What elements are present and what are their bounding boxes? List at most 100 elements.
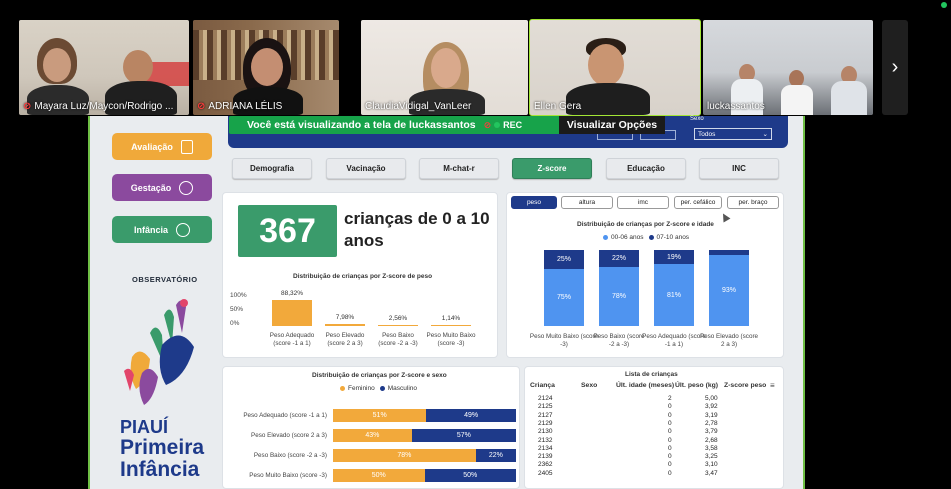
participant-tile[interactable]: luckassantos: [703, 20, 873, 115]
person-face: [841, 66, 857, 84]
bar-segment-feminino: 43%: [333, 429, 412, 442]
y-tick-label: Peso Elevado (score 2 a 3): [251, 432, 327, 439]
share-banner: Você está visualizando a tela de luckass…: [229, 116, 665, 134]
participant-tile[interactable]: ClaudiaVidigal_VanLeer: [361, 20, 528, 115]
chart-legend: Feminino Masculino: [340, 385, 417, 392]
tab-demografia[interactable]: Demografia: [232, 158, 312, 179]
participant-name: ⊘ ADRIANA LÉLIS: [197, 101, 283, 112]
bar-value-label: 88,32%: [280, 289, 304, 297]
participant-tile[interactable]: ⊘ Mayara Luz/Maycon/Rodrigo ...: [19, 20, 189, 115]
pill-imc[interactable]: imc: [617, 196, 669, 209]
legend-dot-icon: [379, 386, 385, 391]
table-header-cell: Últ. peso (kg): [675, 382, 719, 389]
participant-tile[interactable]: ⊘ ADRIANA LÉLIS: [193, 20, 339, 115]
table-cell: 2125: [538, 403, 553, 411]
table-header-cell: Últ. idade (meses): [616, 382, 675, 389]
bar-segment-feminino: 50%: [333, 469, 425, 482]
y-tick-label: 100%: [230, 292, 247, 299]
bar-value-label: 7,98%: [335, 313, 355, 321]
bar-segment-masculino: 22%: [475, 449, 516, 462]
baby-icon: [179, 180, 194, 195]
next-page-button[interactable]: ›: [882, 20, 908, 115]
pill-per--cef-lico[interactable]: per. cefálico: [674, 196, 722, 209]
bar-value-label: 1,14%: [441, 314, 461, 322]
table-cell: 2139: [538, 453, 553, 461]
mic-muted-icon: ⊘: [23, 101, 32, 112]
pill-peso[interactable]: peso: [511, 196, 557, 209]
person-body: [781, 85, 813, 115]
pill-altura[interactable]: altura: [561, 196, 613, 209]
table-cell: 3,25: [705, 453, 718, 461]
table-cell: 0: [668, 453, 672, 461]
nav-gestacao-button[interactable]: Gestação: [112, 174, 212, 201]
table-cell: 2132: [538, 436, 553, 444]
legend-dot-icon: [648, 235, 654, 240]
table-cell: 0: [668, 411, 672, 419]
table-cell: 0: [668, 428, 672, 436]
table-header-cell: Sexo: [581, 382, 598, 389]
sort-icon[interactable]: ≡: [770, 381, 775, 390]
bar: [325, 323, 365, 326]
connection-dot-icon: [941, 2, 947, 8]
table-cell: 2,78: [705, 419, 718, 427]
y-tick-label: 50%: [230, 306, 244, 313]
y-tick-label: Peso Adequado (score -1 a 1): [243, 412, 327, 419]
table-cell: 0: [668, 419, 672, 427]
sexo-filter-select[interactable]: Todos ⌄: [694, 128, 772, 140]
tab-inc[interactable]: INC: [699, 158, 779, 179]
participant-name: Ellen Gera: [534, 101, 582, 112]
x-tick-label: Peso Elevado (score 2 a 3): [325, 332, 365, 347]
person-body: [566, 83, 650, 115]
tab-educacao[interactable]: Educação: [606, 158, 686, 179]
recording-indicator: ⊘ REC: [483, 119, 523, 131]
legend-dot-icon: [603, 235, 608, 240]
table-cell: 3,47: [705, 469, 718, 477]
nav-infancia-button[interactable]: Infância: [112, 216, 212, 243]
brand-wordmark: PIAUÍ Primeira Infância: [120, 417, 205, 481]
chart-title: Distribuição de crianças por Z-score de …: [293, 273, 433, 280]
observatorio-label: OBSERVATÓRIO: [132, 275, 198, 284]
participant-name: ⊘ Mayara Luz/Maycon/Rodrigo ...: [23, 101, 174, 112]
hands-logo-icon: [124, 299, 194, 405]
x-tick-label: Peso Baixo (score -2 a -3): [593, 333, 645, 348]
table-cell: 0: [668, 461, 672, 469]
table-cell: 0: [668, 403, 672, 411]
children-list-card: [524, 366, 784, 489]
kpi-label: crianças de 0 a 10 anos: [344, 209, 490, 251]
tab-vacinacao[interactable]: Vacinação: [326, 158, 406, 179]
table-cell: 2124: [538, 395, 553, 402]
view-options-button[interactable]: Visualizar Opções: [559, 116, 665, 134]
tab-m-chat-r[interactable]: M-chat-r: [419, 158, 499, 179]
person-body: [27, 85, 89, 115]
table-cell: 2129: [538, 419, 553, 427]
person-face: [251, 48, 283, 86]
table-cell: 2,68: [705, 436, 718, 444]
stack-segment-00-06: 75%: [544, 269, 584, 326]
table-cell: 0: [668, 469, 672, 477]
participant-tile-active-speaker[interactable]: Ellen Gera: [529, 19, 701, 116]
kpi-value: 367: [238, 205, 337, 257]
tab-z-score[interactable]: Z-score: [512, 158, 592, 179]
chart-legend: 00-06 anos 07-10 anos: [603, 234, 689, 241]
y-tick-label: Peso Baixo (score -2 a -3): [253, 452, 327, 459]
bar-value-label: 2,56%: [388, 314, 408, 322]
chevron-down-icon: ⌄: [762, 131, 768, 138]
person-body: [731, 79, 763, 115]
x-tick-label: Peso Baixo (score -2 a -3): [378, 332, 418, 347]
nav-avaliacao-button[interactable]: Avaliação: [112, 133, 212, 160]
stack-segment-07-10: 25%: [544, 250, 584, 269]
person-body: [831, 81, 867, 115]
stack-segment-07-10: [709, 250, 749, 256]
person-face: [588, 44, 624, 86]
stack-segment-00-06: 78%: [599, 266, 639, 326]
mic-muted-icon: ⊘: [483, 119, 492, 130]
table-cell: 2130: [538, 428, 553, 436]
table-cell: 3,92: [705, 403, 718, 411]
table-cell: 2362: [538, 461, 553, 469]
pill-per--bra-o[interactable]: per. braço: [727, 196, 779, 209]
chart-title: Distribuição de crianças por Z-score e s…: [312, 372, 447, 379]
child-face-icon: [176, 222, 190, 237]
chevron-right-icon: ›: [891, 56, 899, 78]
person-face: [43, 48, 71, 82]
participant-name: luckassantos: [707, 101, 765, 112]
